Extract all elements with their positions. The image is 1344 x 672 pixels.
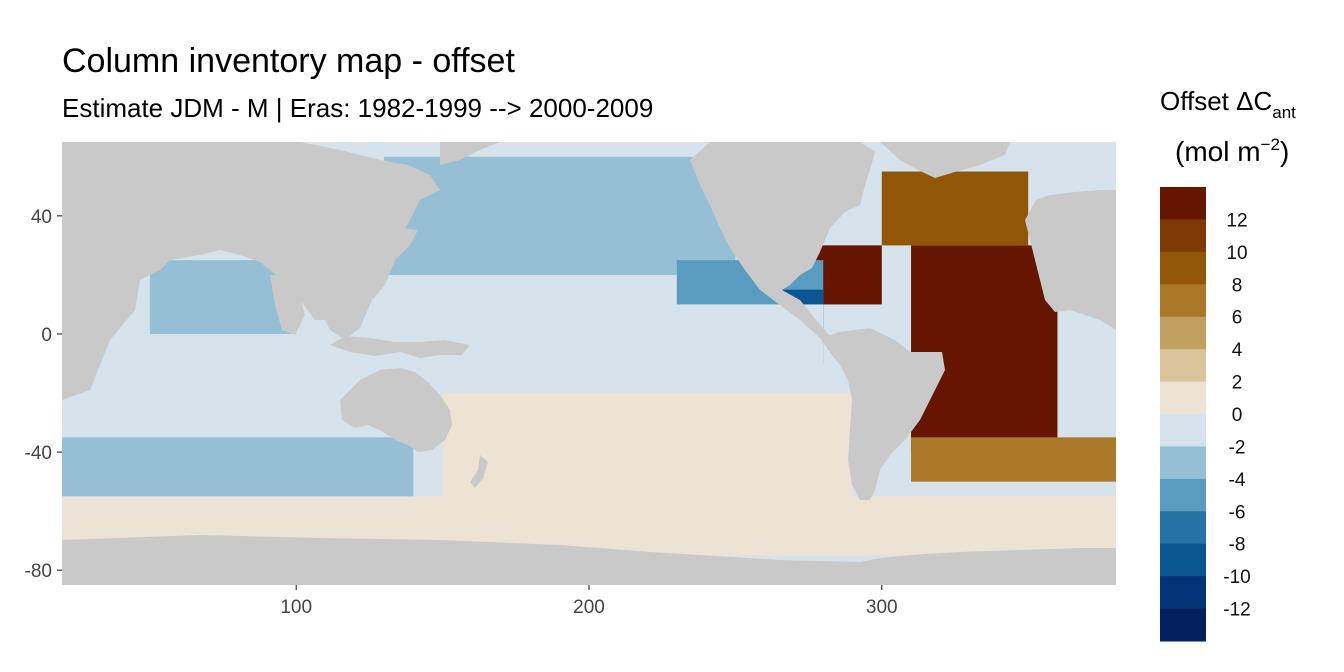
legend-swatch: [1160, 251, 1206, 285]
y-tick-label: 40: [31, 207, 52, 228]
legend-label: 12: [1226, 210, 1247, 231]
legend-unit-prefix: (mol m: [1175, 136, 1261, 167]
region-cell: [881, 171, 1029, 246]
chart-title: Column inventory map - offset: [62, 42, 515, 80]
x-tick-label: 100: [280, 597, 312, 618]
legend-swatch: [1160, 349, 1206, 383]
legend: 12 10 8 6 4 2 0 -2 -4 -6 -8 -10 -12: [1160, 187, 1251, 642]
land-australia: [340, 368, 452, 452]
legend-swatch: [1160, 608, 1206, 642]
y-tick-label: -40: [25, 443, 52, 464]
legend-swatch: [1160, 381, 1206, 415]
region-cell: [384, 156, 736, 275]
legend-title-main: Offset ΔC: [1160, 86, 1273, 116]
map-layer: [62, 142, 1116, 585]
legend-swatch: [1160, 316, 1206, 350]
legend-unit: (mol m−2): [1175, 135, 1290, 168]
legend-title: Offset ΔCant: [1160, 86, 1296, 122]
legend-label: -2: [1229, 437, 1246, 458]
region-cell: [62, 437, 414, 497]
region-cell: [384, 304, 824, 379]
legend-label: -6: [1229, 502, 1246, 523]
y-tick-label: 0: [41, 325, 52, 346]
legend-title-subscript: ant: [1272, 103, 1296, 122]
legend-swatch: [1160, 478, 1206, 512]
x-axis: 100 200 300: [280, 585, 898, 618]
land-indonesia: [330, 336, 470, 358]
legend-label: -12: [1223, 600, 1250, 621]
legend-label: 8: [1232, 275, 1243, 296]
legend-unit-suffix: ): [1279, 136, 1290, 167]
land-antarctica: [62, 535, 1116, 585]
land-new-zealand: [470, 455, 488, 488]
chart-subtitle: Estimate JDM - M | Eras: 1982-1999 --> 2…: [62, 93, 654, 123]
legend-label: -4: [1229, 470, 1246, 491]
legend-swatch: [1160, 187, 1206, 220]
legend-swatch: [1160, 414, 1206, 447]
legend-label: -10: [1223, 567, 1250, 588]
legend-swatch: [1160, 219, 1206, 253]
legend-label: 2: [1232, 373, 1243, 394]
land-europe-africa-east: [1025, 190, 1116, 330]
land-masses: [62, 142, 1116, 585]
legend-label: 4: [1232, 340, 1243, 361]
legend-label: -8: [1229, 535, 1246, 556]
y-axis: -80 -40 0 40: [25, 207, 62, 582]
y-tick-label: -80: [25, 561, 52, 582]
x-tick-label: 200: [573, 597, 605, 618]
legend-label: 6: [1232, 308, 1243, 329]
land-india: [270, 275, 305, 335]
region-cell: [149, 260, 297, 334]
land-south-america: [820, 328, 945, 500]
land-greenland: [880, 142, 1010, 178]
legend-swatch: [1160, 576, 1206, 610]
land-southeast-asia: [305, 228, 418, 340]
region-cell: [911, 437, 1116, 482]
legend-label: 10: [1226, 243, 1247, 264]
region-cell: [911, 245, 1058, 453]
land-africa-europe: [62, 142, 440, 400]
legend-swatch: [1160, 543, 1206, 577]
land-north-america: [690, 142, 875, 352]
legend-swatch: [1160, 446, 1206, 480]
legend-swatch: [1160, 511, 1206, 545]
legend-label: 0: [1232, 405, 1243, 426]
x-tick-label: 300: [866, 597, 898, 618]
legend-swatch: [1160, 284, 1206, 318]
land-asia-north: [440, 142, 500, 165]
legend-unit-superscript: −2: [1260, 135, 1280, 154]
